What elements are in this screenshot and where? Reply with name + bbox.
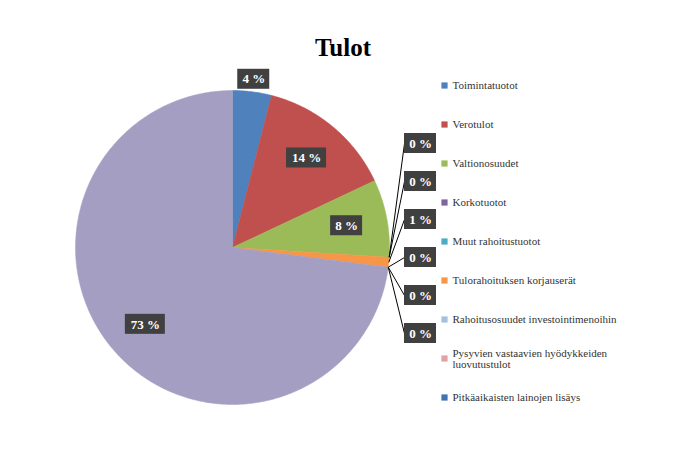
svg-text:Tulot: Tulot bbox=[315, 34, 372, 61]
svg-text:Tulorahoituksen korjauserät: Tulorahoituksen korjauserät bbox=[453, 274, 576, 286]
svg-text:Pitkäaikaisten lainojen lisäys: Pitkäaikaisten lainojen lisäys bbox=[453, 391, 581, 403]
svg-text:14 %: 14 % bbox=[292, 150, 321, 165]
svg-text:Rahoitusosuudet investointimen: Rahoitusosuudet investointimenoihin bbox=[453, 313, 618, 325]
svg-text:8 %: 8 % bbox=[335, 218, 358, 233]
svg-text:4 %: 4 % bbox=[242, 71, 265, 86]
svg-text:0 %: 0 % bbox=[409, 288, 432, 303]
svg-text:0 %: 0 % bbox=[409, 136, 432, 151]
svg-text:0 %: 0 % bbox=[409, 326, 432, 341]
svg-text:Korkotuotot: Korkotuotot bbox=[453, 196, 507, 208]
svg-text:Verotulot: Verotulot bbox=[453, 118, 494, 130]
svg-text:0 %: 0 % bbox=[409, 250, 432, 265]
svg-text:Toimintatuotot: Toimintatuotot bbox=[453, 79, 518, 91]
svg-text:0 %: 0 % bbox=[409, 174, 432, 189]
svg-text:73 %: 73 % bbox=[131, 316, 160, 331]
svg-text:1 %: 1 % bbox=[409, 212, 432, 227]
svg-text:Pysyvien vastaavien hyödykkeid: Pysyvien vastaavien hyödykkeidenluovutus… bbox=[453, 347, 608, 370]
svg-text:Valtionosuudet: Valtionosuudet bbox=[453, 157, 519, 169]
svg-text:Muut rahoitustuotot: Muut rahoitustuotot bbox=[453, 235, 541, 247]
